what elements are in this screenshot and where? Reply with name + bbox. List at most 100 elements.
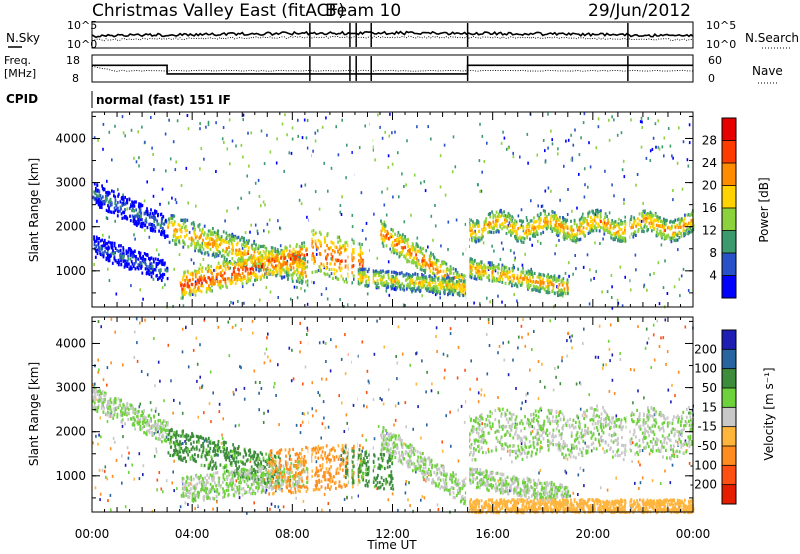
- scatter-cell: [602, 223, 605, 227]
- scatter-cell: [422, 277, 425, 281]
- scatter-cell: [435, 284, 438, 289]
- scatter-cell: [572, 143, 575, 147]
- scatter-cell: [516, 233, 518, 237]
- scatter-cell: [501, 300, 503, 304]
- scatter-cell: [595, 209, 598, 214]
- scatter-cell: [321, 125, 324, 129]
- scatter-cell: [534, 226, 537, 230]
- scatter-cell: [419, 267, 422, 271]
- scatter-cell: [518, 219, 521, 223]
- scatter-cell: [244, 260, 247, 265]
- scatter-cell: [239, 265, 242, 269]
- scatter-cell: [263, 162, 266, 166]
- scatter-cell: [501, 263, 504, 267]
- scatter-cell: [526, 271, 528, 275]
- scatter-cell: [444, 193, 447, 197]
- scatter-cell: [423, 283, 426, 288]
- scatter-cell: [394, 418, 397, 422]
- scatter-cell: [561, 278, 564, 282]
- scatter-cell: [524, 252, 526, 256]
- scatter-cell: [265, 488, 268, 492]
- scatter-cell: [358, 268, 361, 272]
- scatter-cell: [239, 365, 241, 369]
- scatter-cell: [477, 238, 480, 242]
- scatter-cell: [375, 284, 378, 288]
- scatter-cell: [364, 284, 367, 288]
- scatter-cell: [125, 249, 128, 253]
- scatter-cell: [262, 268, 265, 272]
- scatter-cell: [180, 184, 183, 187]
- scatter-cell: [200, 147, 203, 151]
- scatter-cell: [546, 221, 549, 225]
- scatter-cell: [683, 217, 686, 221]
- scatter-cell: [302, 257, 304, 261]
- colorbar-segment: [722, 253, 736, 276]
- scatter-cell: [474, 276, 476, 281]
- scatter-cell: [393, 278, 396, 282]
- scatter-cell: [686, 213, 689, 217]
- scatter-cell: [190, 241, 193, 245]
- scatter-cell: [499, 210, 501, 214]
- scatter-cell: [138, 164, 140, 168]
- scatter-cell: [178, 228, 181, 232]
- scatter-cell: [656, 215, 659, 219]
- scatter-cell: [285, 268, 288, 272]
- scatter-cell: [425, 390, 427, 394]
- scatter-cell: [504, 214, 507, 218]
- scatter-cell: [640, 145, 643, 149]
- scatter-cell: [498, 267, 500, 271]
- scatter-cell: [277, 258, 280, 262]
- scatter-cell: [618, 232, 620, 236]
- scatter-cell: [243, 245, 246, 249]
- scatter-cell: [547, 275, 550, 279]
- scatter-cell: [409, 248, 411, 252]
- scatter-cell: [126, 259, 129, 263]
- scatter-cell: [137, 257, 140, 261]
- scatter-cell: [258, 263, 260, 267]
- scatter-cell: [465, 279, 467, 284]
- scatter-cell: [629, 217, 632, 221]
- scatter-cell: [446, 276, 448, 280]
- scatter-cell: [446, 267, 448, 271]
- scatter-cell: [491, 279, 494, 283]
- scatter-cell: [145, 271, 148, 275]
- scatter-cell: [184, 235, 186, 239]
- scatter-cell: [150, 256, 153, 260]
- scatter-cell: [671, 220, 674, 224]
- scatter-cell: [199, 243, 201, 247]
- scatter-cell: [383, 238, 386, 242]
- scatter-cell: [260, 129, 263, 133]
- scatter-cell: [186, 281, 189, 285]
- scatter-cell: [481, 134, 484, 138]
- scatter-cell: [290, 151, 293, 155]
- scatter-cell: [442, 277, 444, 281]
- scatter-cell: [519, 155, 521, 159]
- scatter-cell: [468, 271, 471, 275]
- scatter-cell: [345, 277, 347, 281]
- scatter-cell: [537, 288, 540, 292]
- scatter-cell: [392, 244, 395, 248]
- scatter-cell: [624, 275, 626, 279]
- scatter-cell: [382, 234, 385, 238]
- scatter-cell: [563, 218, 566, 222]
- scatter-cell: [613, 194, 615, 198]
- scatter-cell: [474, 229, 476, 233]
- scatter-cell: [224, 219, 226, 223]
- scatter-cell: [571, 346, 573, 350]
- scatter-cell: [235, 263, 237, 267]
- scatter-cell: [418, 263, 421, 267]
- scatter-cell: [226, 233, 229, 238]
- scatter-cell: [495, 210, 498, 214]
- scatter-cell: [201, 245, 203, 249]
- scatter-cell: [510, 233, 512, 237]
- scatter-cell: [169, 157, 172, 161]
- scatter-cell: [105, 194, 108, 198]
- scatter-cell: [247, 251, 249, 255]
- scatter-cell: [93, 240, 96, 244]
- scatter-cell: [443, 261, 446, 265]
- scatter-cell: [231, 257, 234, 261]
- scatter-cell: [514, 232, 517, 236]
- scatter-cell: [487, 276, 490, 280]
- scatter-cell: [374, 272, 377, 276]
- scatter-cell: [216, 500, 218, 504]
